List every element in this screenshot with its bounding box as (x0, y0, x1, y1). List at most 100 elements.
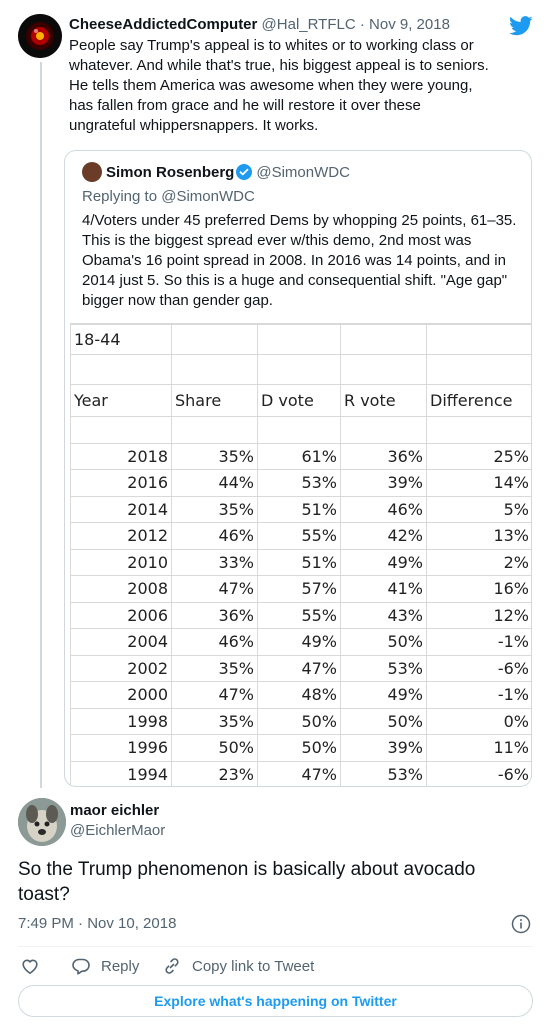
table-cell: 11% (426, 734, 531, 762)
table-cell: 55% (257, 601, 341, 629)
thread-line (40, 62, 42, 788)
table-cell: 1996 (70, 734, 172, 762)
table-cell: 55% (257, 522, 341, 550)
table-cell: 2014 (70, 495, 172, 523)
table-cell: 2000 (70, 681, 172, 709)
group-label: 18-44 (70, 324, 172, 355)
reply-icon (72, 958, 90, 975)
header-cell: R vote (340, 384, 427, 417)
reply-label: Reply (101, 957, 140, 975)
table-cell: 36% (171, 601, 258, 629)
table-cell: 2% (426, 548, 531, 576)
table-cell: 47% (257, 654, 341, 682)
table-cell: -6% (426, 760, 531, 786)
table-cell: 47% (257, 760, 341, 786)
like-button[interactable] (20, 954, 50, 978)
table-cell: 33% (171, 548, 258, 576)
twitter-logo-icon[interactable] (509, 16, 533, 36)
table-cell: 53% (257, 469, 341, 497)
table-cell: 2012 (70, 522, 172, 550)
table-cell: 1994 (70, 760, 172, 786)
author-handle[interactable]: @Hal_RTFLC (261, 16, 356, 33)
table-cell: 2006 (70, 601, 172, 629)
table-cell: 35% (171, 442, 258, 470)
table-cell: 35% (171, 654, 258, 682)
table-cell: 0% (426, 707, 531, 735)
table-row: 2008 47% 57% 41% 16% (70, 575, 531, 603)
reply-button[interactable]: Reply (71, 954, 139, 978)
header-cell: Share (171, 384, 258, 417)
table-cell: 2002 (70, 654, 172, 682)
table-cell: 46% (171, 628, 258, 656)
table-cell: 39% (340, 469, 427, 497)
tweet-date[interactable]: Nov 9, 2018 (369, 16, 450, 33)
heart-icon (22, 959, 38, 974)
header-row: Year Share D vote R vote Difference (70, 384, 531, 417)
quoted-author-handle[interactable]: @SimonWDC (256, 164, 350, 181)
table-row: 1996 50% 50% 39% 11% (70, 734, 531, 762)
table-row: 2002 35% 47% 53% -6% (70, 654, 531, 682)
table-cell: 51% (257, 548, 341, 576)
quoted-author-name[interactable]: Simon Rosenberg (106, 164, 235, 181)
table-cell: 2016 (70, 469, 172, 497)
author-handle[interactable]: @EichlerMaor (70, 822, 166, 839)
avatar[interactable] (18, 798, 66, 846)
table-cell: 23% (171, 760, 258, 786)
spreadsheet-image[interactable]: 18-44 Year Share D vote R vote Differenc… (70, 323, 531, 786)
author-name[interactable]: CheeseAddictedComputer (69, 16, 258, 33)
table-cell: 49% (340, 681, 427, 709)
info-icon[interactable] (511, 914, 531, 934)
table-cell: -1% (426, 681, 531, 709)
dog-avatar-icon (18, 798, 66, 846)
table-cell: 49% (257, 628, 341, 656)
link-icon (165, 958, 179, 974)
tweet-text: So the Trump phenomenon is basically abo… (18, 859, 476, 905)
copy-link-button[interactable]: Copy link to Tweet (162, 954, 314, 978)
divider (18, 946, 533, 947)
table-cell: 50% (257, 734, 341, 762)
explore-button[interactable]: Explore what's happening on Twitter (18, 985, 533, 1017)
table-row: 1998 35% 50% 50% 0% (70, 707, 531, 735)
table-row: 1994 23% 47% 53% -6% (70, 760, 531, 786)
hal-eye-icon (18, 14, 62, 58)
quoted-tweet[interactable]: Simon Rosenberg @SimonWDC Replying to @S… (64, 150, 532, 787)
table-cell: 12% (426, 601, 531, 629)
table-cell: 2010 (70, 548, 172, 576)
avatar[interactable] (18, 14, 62, 58)
table-cell: 49% (340, 548, 427, 576)
table-cell: 53% (340, 654, 427, 682)
table-cell: 61% (257, 442, 341, 470)
table-row: 2014 35% 51% 46% 5% (70, 495, 531, 523)
header-cell: Difference (426, 384, 531, 417)
table-cell: 35% (171, 495, 258, 523)
table-cell: 57% (257, 575, 341, 603)
table-cell: 36% (340, 442, 427, 470)
table-cell: 48% (257, 681, 341, 709)
table-cell: -1% (426, 628, 531, 656)
header-cell: Year (70, 384, 172, 417)
table-row: 2004 46% 49% 50% -1% (70, 628, 531, 656)
verified-badge-icon (236, 164, 253, 181)
tweet-timestamp[interactable]: 7:49 PM · Nov 10, 2018 (18, 915, 177, 932)
table-cell: -6% (426, 654, 531, 682)
table-cell: 1998 (70, 707, 172, 735)
quoted-avatar[interactable] (82, 162, 102, 183)
tweet-text: People say Trump's appeal is to whites o… (69, 37, 489, 134)
replying-to[interactable]: Replying to @SimonWDC (82, 188, 255, 205)
table-cell: 50% (257, 707, 341, 735)
table-cell: 35% (171, 707, 258, 735)
copy-link-label: Copy link to Tweet (192, 957, 315, 975)
table-row: 2010 33% 51% 49% 2% (70, 548, 531, 576)
table-cell: 47% (171, 575, 258, 603)
table-cell: 2018 (70, 442, 172, 470)
table-row: 2006 36% 55% 43% 12% (70, 601, 531, 629)
table-cell: 43% (340, 601, 427, 629)
table-cell: 53% (340, 760, 427, 786)
author-name[interactable]: maor eichler (70, 802, 160, 819)
table-row: 2012 46% 55% 42% 13% (70, 522, 531, 550)
table-cell: 25% (426, 442, 531, 470)
table-cell: 46% (171, 522, 258, 550)
table-cell: 41% (340, 575, 427, 603)
table-cell: 2008 (70, 575, 172, 603)
table-cell: 13% (426, 522, 531, 550)
